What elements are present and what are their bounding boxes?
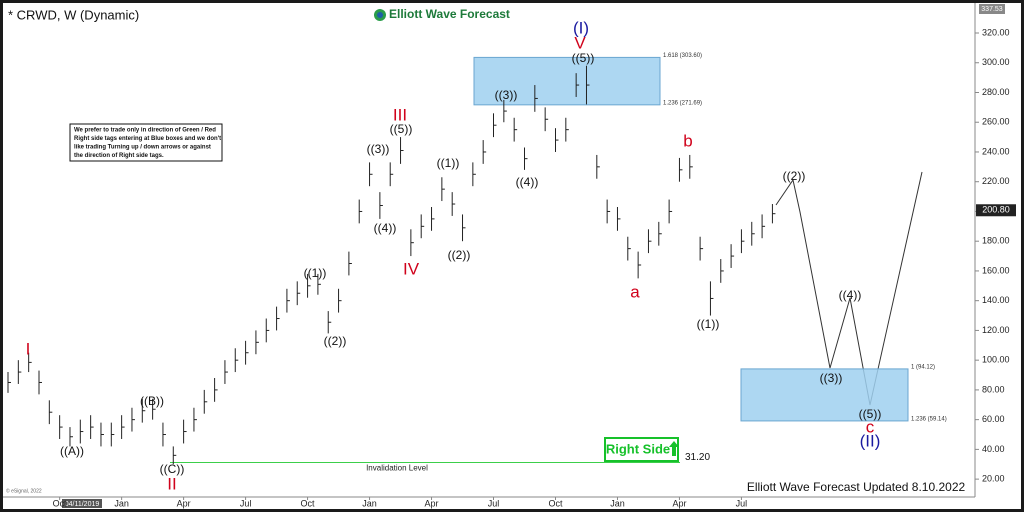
top-price: 337.53 xyxy=(981,6,1003,13)
wave-label: III xyxy=(393,105,407,124)
wave-label: II xyxy=(167,474,176,493)
fib-label: 1 (94.12) xyxy=(911,364,935,370)
invalidation-value: 31.20 xyxy=(685,452,710,463)
top-price-box xyxy=(979,4,1005,14)
fib-zone xyxy=(740,368,909,422)
chart-title: * CRWD, W (Dynamic) xyxy=(8,7,139,22)
wave-label: ((4)) xyxy=(374,221,397,235)
wave-label: ((4)) xyxy=(839,288,862,302)
wave-label: IV xyxy=(403,259,420,278)
x-tick-label: Apr xyxy=(177,498,191,508)
wave-label: ((3)) xyxy=(367,142,390,156)
x-tick-label: Jan xyxy=(114,498,129,508)
x-tick-label: Jul xyxy=(736,498,748,508)
y-tick-label: 260.00 xyxy=(982,117,1010,127)
x-tick-label: Jul xyxy=(488,498,500,508)
y-tick-label: 160.00 xyxy=(982,265,1010,275)
y-tick-label: 100.00 xyxy=(982,355,1010,365)
brand: Elliott Wave Forecast xyxy=(389,7,510,21)
wave-label: ((4)) xyxy=(516,175,539,189)
y-tick-label: 140.00 xyxy=(982,295,1010,305)
y-tick-label: 320.00 xyxy=(982,27,1010,37)
wave-label: ((5)) xyxy=(859,407,882,421)
y-tick-label: 40.00 xyxy=(982,444,1005,454)
wave-label: ((C)) xyxy=(160,462,185,476)
y-tick-label: 120.00 xyxy=(982,325,1010,335)
logo xyxy=(377,12,383,18)
wave-label: ((1)) xyxy=(304,266,327,280)
wave-label: ((3)) xyxy=(495,88,518,102)
wave-label: ((2)) xyxy=(448,248,471,262)
wave-label: (I) xyxy=(573,18,589,37)
wave-label: V xyxy=(574,33,586,52)
fib-label: 1.618 (303.60) xyxy=(663,53,702,59)
y-tick-label: 60.00 xyxy=(982,414,1005,424)
footer: Elliott Wave Forecast Updated 8.10.2022 xyxy=(747,480,966,494)
x-tick-label: Oct xyxy=(301,498,316,508)
copyright: © eSignal, 2022 xyxy=(6,487,42,494)
wave-label: ((5)) xyxy=(390,122,413,136)
last-price: 200.80 xyxy=(982,205,1010,215)
x-tick-label: Jan xyxy=(610,498,625,508)
wave-label: ((3)) xyxy=(820,371,843,385)
wave-label: ((2)) xyxy=(324,334,347,348)
y-tick-label: 180.00 xyxy=(982,236,1010,246)
x-tick-label: Apr xyxy=(425,498,439,508)
wave-label: ((5)) xyxy=(572,51,595,65)
right-side-text: Right Side xyxy=(606,441,670,456)
y-tick-label: 80.00 xyxy=(982,384,1005,394)
x-tick-label: Jan xyxy=(362,498,377,508)
y-tick-label: 240.00 xyxy=(982,146,1010,156)
fib-label: 1.236 (59.14) xyxy=(911,417,947,423)
wave-label: ((1)) xyxy=(437,156,460,170)
wave-label: ((A)) xyxy=(60,444,84,458)
wave-label: b xyxy=(683,131,692,150)
note-line: like trading Turning up / down arrows or… xyxy=(74,145,211,151)
note-line: We prefer to trade only in direction of … xyxy=(74,128,216,134)
note-box xyxy=(69,123,223,162)
wave-label: (II) xyxy=(860,431,881,450)
x-tick-label: Apr xyxy=(672,498,686,508)
wave-label: ((B)) xyxy=(140,394,164,408)
note-line: the direction of Right side tags. xyxy=(74,153,164,159)
right-side-arrow xyxy=(669,441,679,456)
fib-label: 1.236 (271.69) xyxy=(663,100,702,106)
last-price-box xyxy=(976,204,1016,217)
note-line: Right side tags entering at Blue boxes a… xyxy=(74,136,221,142)
wave-label: c xyxy=(866,417,875,436)
y-tick-label: 280.00 xyxy=(982,87,1010,97)
y-tick-label: 20.00 xyxy=(982,474,1005,484)
x-tick-label: Oct xyxy=(548,498,563,508)
fib-zone xyxy=(473,56,661,106)
cursor-date: 04/11/2019 xyxy=(65,501,100,508)
wave-label: a xyxy=(630,282,640,301)
x-tick-label: Jul xyxy=(240,498,252,508)
x-tick-label: Oct xyxy=(53,498,68,508)
invalidation-label: Invalidation Level xyxy=(366,464,428,473)
wave-label: ((2)) xyxy=(783,169,806,183)
right-side-tag xyxy=(604,437,679,462)
wave-label: I xyxy=(26,339,31,358)
cursor-date-box xyxy=(62,499,102,508)
y-tick-label: 300.00 xyxy=(982,57,1010,67)
y-tick-label: 220.00 xyxy=(982,176,1010,186)
wave-label: ((1)) xyxy=(697,317,720,331)
